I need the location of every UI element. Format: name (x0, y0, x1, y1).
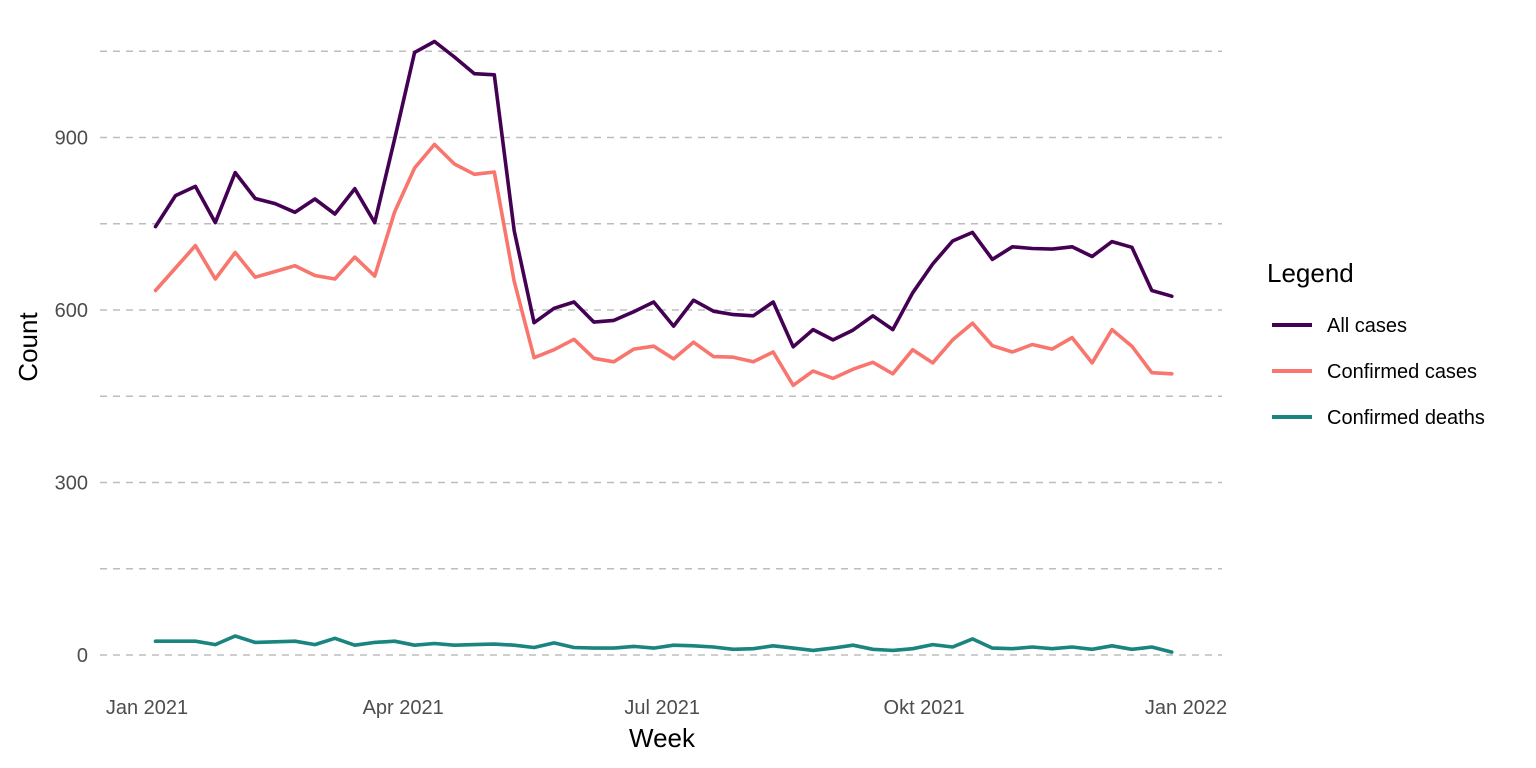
x-tick-label: Jan 2021 (106, 697, 188, 719)
series-line-confirmed-deaths (153, 634, 1174, 654)
x-tick-label: Jul 2021 (624, 697, 700, 719)
y-axis-ticks: 0 300 600 900 (55, 128, 88, 668)
legend-label: Confirmed cases (1327, 361, 1477, 383)
series-line-all-cases (153, 39, 1174, 349)
x-axis-title: Week (629, 723, 696, 753)
y-tick-label: 900 (55, 128, 88, 150)
legend-label: Confirmed deaths (1327, 407, 1485, 429)
legend-title: Legend (1267, 258, 1354, 288)
y-tick-label: 300 (55, 473, 88, 495)
x-tick-label: Jan 2022 (1145, 697, 1227, 719)
y-axis-title: Count (13, 312, 43, 382)
x-tick-label: Okt 2021 (884, 697, 965, 719)
legend-items: All cases Confirmed cases Confirmed deaths (1272, 315, 1485, 429)
gridlines (100, 50, 1222, 656)
y-tick-label: 600 (55, 300, 88, 322)
legend: Legend All cases Confirmed cases Confirmed… (1267, 258, 1485, 429)
series-line-confirmed-cases (153, 142, 1174, 388)
legend-label: All cases (1327, 315, 1407, 337)
series-lines (153, 39, 1174, 654)
x-axis-ticks: Jan 2021 Apr 2021 Jul 2021 Okt 2021 Jan 2022 (106, 697, 1227, 719)
y-tick-label: 0 (77, 645, 88, 667)
x-tick-label: Apr 2021 (363, 697, 444, 719)
